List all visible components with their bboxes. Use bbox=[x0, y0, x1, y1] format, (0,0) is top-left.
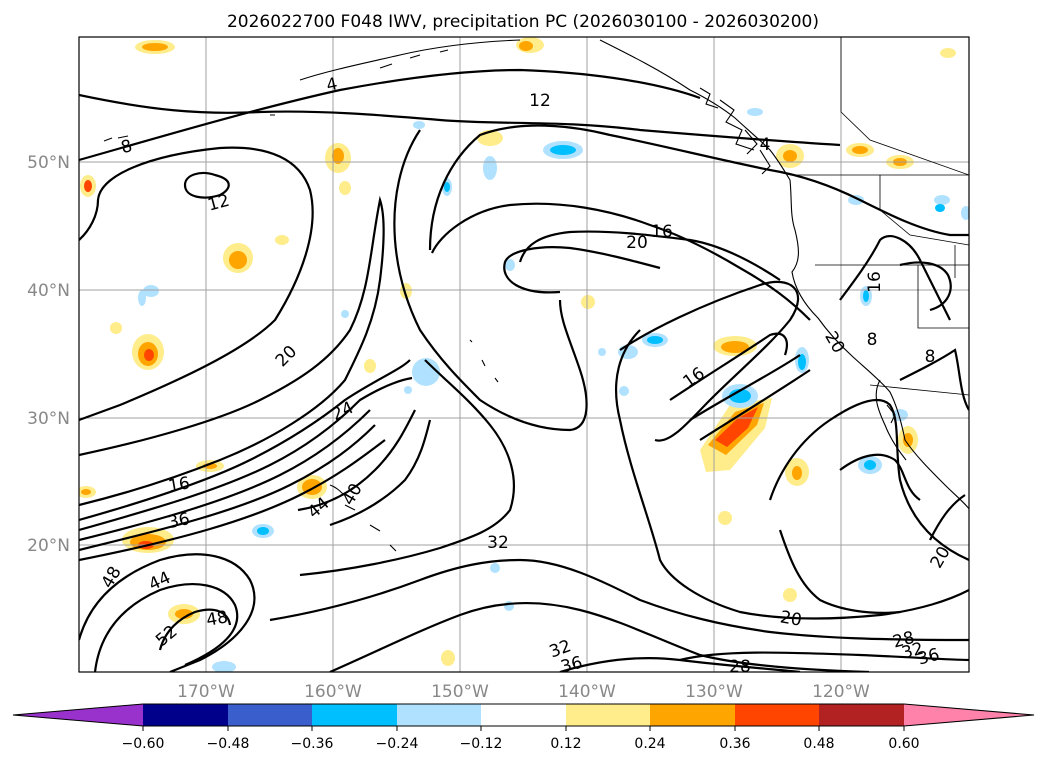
colorbar-tick-label: −0.36 bbox=[291, 736, 334, 752]
colorbar-tick-label: −0.60 bbox=[122, 736, 165, 752]
colorbar-tick-label: 0.12 bbox=[550, 736, 581, 752]
contour-label: 16 bbox=[651, 222, 673, 242]
iwv-contours bbox=[79, 68, 969, 672]
colorbar-bin bbox=[397, 704, 481, 726]
colorbar-bin bbox=[566, 704, 650, 726]
contour-label: 8 bbox=[119, 136, 135, 158]
contour-label: 20 bbox=[778, 607, 803, 630]
latitude-ticks: 50°N 40°N 30°N 20°N bbox=[27, 153, 70, 556]
colorbar-bin bbox=[312, 704, 397, 726]
lat-tick-label: 30°N bbox=[27, 409, 70, 429]
colorbar-tick-label: −0.12 bbox=[460, 736, 503, 752]
lon-tick-label: 140°W bbox=[558, 682, 616, 702]
colorbar-tick-label: 0.24 bbox=[634, 736, 665, 752]
lon-tick-label: 170°W bbox=[177, 682, 235, 702]
colorbar-bin bbox=[143, 704, 228, 726]
lat-tick-label: 50°N bbox=[27, 153, 70, 173]
contour-label: 4 bbox=[760, 135, 771, 155]
contour-label: 16 bbox=[865, 271, 885, 293]
contour-label: 36 bbox=[559, 653, 585, 678]
colorbar-tick-label: −0.24 bbox=[376, 736, 419, 752]
lon-tick-label: 150°W bbox=[431, 682, 489, 702]
map-area: 12 8 4 12 16 20 4 16 8 8 20 16 24 16 36 … bbox=[79, 37, 969, 678]
colorbar-extend-low bbox=[13, 704, 143, 726]
colorbar-bin bbox=[650, 704, 735, 726]
lon-tick-label: 130°W bbox=[685, 682, 743, 702]
colorbar-tick-label: 0.48 bbox=[803, 736, 834, 752]
lat-tick-label: 40°N bbox=[27, 281, 70, 301]
colorbar-tick-label: 0.36 bbox=[719, 736, 750, 752]
contour-label: 28 bbox=[729, 657, 751, 677]
contour-label: 32 bbox=[487, 533, 509, 553]
lat-tick-label: 20°N bbox=[27, 536, 70, 556]
contour-label: 36 bbox=[166, 509, 191, 533]
contour-label: 48 bbox=[205, 607, 230, 630]
lon-tick-label: 160°W bbox=[304, 682, 362, 702]
precip-shading bbox=[79, 37, 969, 672]
contour-label: 12 bbox=[529, 91, 551, 111]
colorbar-bin bbox=[735, 704, 819, 726]
graticule bbox=[79, 37, 969, 672]
map-frame bbox=[78, 36, 970, 673]
colorbar-bin bbox=[819, 704, 904, 726]
longitude-ticks: 170°W 160°W 150°W 140°W 130°W 120°W bbox=[177, 682, 870, 702]
colorbar-tick-label: −0.48 bbox=[207, 736, 250, 752]
contour-label: 8 bbox=[925, 347, 936, 367]
colorbar-tick-label: 0.60 bbox=[888, 736, 919, 752]
contour-label: 8 bbox=[867, 330, 878, 350]
contour-label: 16 bbox=[167, 473, 192, 496]
colorbar-bin bbox=[481, 704, 566, 726]
colorbar-extend-high bbox=[904, 704, 1034, 726]
lon-tick-label: 120°W bbox=[812, 682, 870, 702]
colorbar: −0.60 −0.48 −0.36 −0.24 −0.12 0.12 0.24 … bbox=[12, 703, 1035, 752]
political-borders bbox=[790, 37, 969, 396]
colorbar-bin bbox=[228, 704, 312, 726]
contour-label: 20 bbox=[626, 233, 648, 253]
figure-title: 2026022700 F048 IWV, precipitation PC (2… bbox=[227, 12, 819, 32]
contour-label: 4 bbox=[325, 74, 340, 96]
coastlines bbox=[103, 39, 969, 552]
